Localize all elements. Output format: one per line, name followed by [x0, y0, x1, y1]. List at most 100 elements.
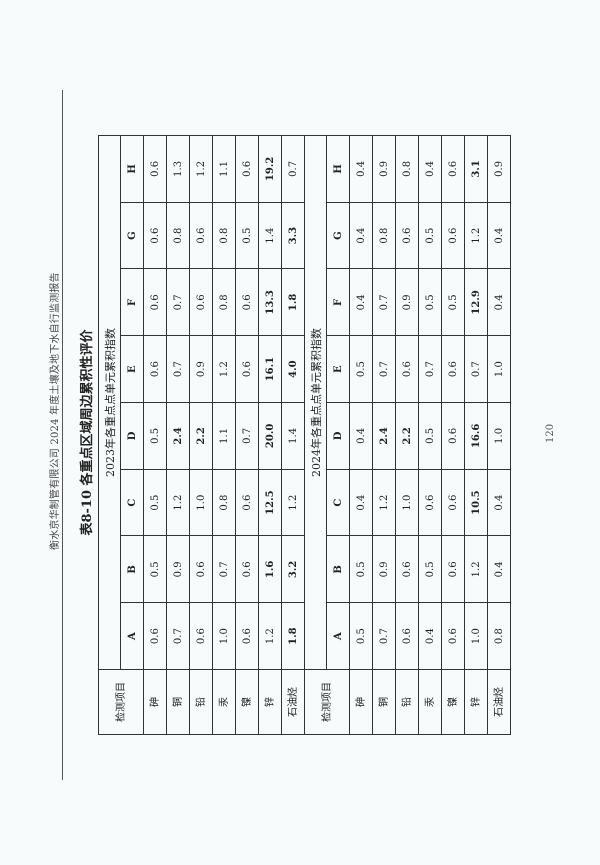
cell-value: 0.6	[441, 202, 465, 269]
cell-value: 0.5	[349, 602, 373, 670]
column-header-G: G	[326, 202, 350, 269]
cell-value: 2.4	[166, 402, 190, 470]
cell-value: 0.5	[235, 202, 259, 269]
cell-value: 1.0	[487, 402, 511, 470]
cell-value: 0.7	[464, 335, 488, 403]
cell-value: 0.8	[212, 202, 236, 269]
cell-value: 1.3	[166, 135, 190, 203]
table-row: 镍 0.6 0.6 0.6 0.6 0.6 0.5 0.6 0.6	[441, 135, 465, 735]
cell-value: 1.2	[189, 135, 213, 203]
cell-value: 0.9	[487, 135, 511, 203]
cell-value: 16.6	[464, 402, 488, 470]
cell-value: 0.7	[418, 335, 442, 403]
cell-value: 0.4	[349, 202, 373, 269]
cell-value: 1.4	[258, 202, 282, 269]
cell-value: 0.9	[372, 536, 396, 603]
cell-value: 0.5	[418, 536, 442, 603]
table-row: 镍 0.6 0.6 0.6 0.7 0.6 0.6 0.5 0.6	[235, 135, 259, 735]
row-item: 铜	[166, 669, 190, 735]
cell-value: 1.2	[212, 335, 236, 403]
table-row: 砷 0.6 0.5 0.5 0.5 0.6 0.6 0.6 0.6	[143, 135, 167, 735]
cell-value: 0.6	[235, 536, 259, 603]
cell-value: 0.6	[235, 469, 259, 536]
cell-value: 0.6	[441, 135, 465, 203]
table-subtitle: 2023年各重点点单元累积指数	[98, 135, 121, 670]
cell-value: 2.4	[372, 402, 396, 470]
cell-value: 0.5	[418, 269, 442, 336]
cell-value: 1.1	[212, 402, 236, 470]
cell-value: 0.6	[235, 269, 259, 336]
row-item: 铅	[189, 669, 213, 735]
cell-value: 1.1	[212, 135, 236, 203]
cell-value: 0.6	[441, 402, 465, 470]
table-row: 汞 0.4 0.5 0.6 0.5 0.7 0.5 0.5 0.4	[418, 135, 442, 735]
cell-value: 0.5	[143, 469, 167, 536]
accumulation-index-table: 检测项目 2023年各重点点单元累积指数 A B C D E F G H 砷 0.6 0.5 0.5 0.5…	[98, 135, 511, 735]
cell-value: 1.8	[281, 602, 305, 670]
cell-value: 0.6	[143, 602, 167, 670]
row-item: 砷	[349, 669, 373, 735]
cell-value: 0.5	[349, 536, 373, 603]
row-item: 砷	[143, 669, 167, 735]
cell-value: 0.6	[235, 135, 259, 203]
cell-value: 0.6	[189, 202, 213, 269]
cell-value: 0.4	[349, 135, 373, 203]
cell-value: 1.2	[464, 202, 488, 269]
table-row: 锌 1.2 1.6 12.5 20.0 16.1 13.3 1.4 19.2	[258, 135, 282, 735]
cell-value: 0.6	[189, 269, 213, 336]
cell-value: 0.6	[395, 335, 419, 403]
cell-value: 3.3	[281, 202, 305, 269]
cell-value: 1.2	[464, 536, 488, 603]
cell-value: 0.6	[143, 269, 167, 336]
cell-value: 1.4	[281, 402, 305, 470]
cell-value: 0.8	[212, 469, 236, 536]
cell-value: 12.5	[258, 469, 282, 536]
cell-value: 0.4	[487, 536, 511, 603]
cell-value: 1.2	[372, 469, 396, 536]
cell-value: 0.9	[395, 269, 419, 336]
table-title: 表8-10 各重点区域周边累积性评价	[80, 329, 95, 536]
table-row: 石油烃 0.8 0.4 0.4 1.0 1.0 0.4 0.4 0.9	[487, 135, 511, 735]
cell-value: 0.9	[166, 536, 190, 603]
table-row: 铜 0.7 0.9 1.2 2.4 0.7 0.7 0.8 1.3	[166, 135, 190, 735]
cell-value: 1.0	[189, 469, 213, 536]
cell-value: 0.5	[143, 402, 167, 470]
cell-value: 1.8	[281, 269, 305, 336]
cell-value: 0.8	[166, 202, 190, 269]
table-row: 铅 0.6 0.6 1.0 2.2 0.9 0.6 0.6 1.2	[189, 135, 213, 735]
cell-value: 0.7	[281, 135, 305, 203]
cell-value: 0.6	[235, 335, 259, 403]
cell-value: 0.8	[212, 269, 236, 336]
cell-value: 16.1	[258, 335, 282, 403]
cell-value: 0.7	[166, 335, 190, 403]
cell-value: 2.2	[189, 402, 213, 470]
cell-value: 1.2	[258, 602, 282, 670]
cell-value: 0.5	[441, 269, 465, 336]
cell-value: 19.2	[258, 135, 282, 203]
row-item: 镍	[441, 669, 465, 735]
column-header-B: B	[326, 536, 350, 603]
cell-value: 0.6	[395, 202, 419, 269]
cell-value: 0.4	[418, 135, 442, 203]
cell-value: 3.1	[464, 135, 488, 203]
column-header-H: H	[120, 135, 144, 203]
cell-value: 0.4	[349, 469, 373, 536]
cell-value: 1.0	[212, 602, 236, 670]
subtitle-row: 检测项目 2023年各重点点单元累积指数	[98, 135, 144, 735]
cell-value: 12.9	[464, 269, 488, 336]
cell-value: 0.5	[143, 536, 167, 603]
row-item: 镍	[235, 669, 259, 735]
cell-value: 20.0	[258, 402, 282, 470]
cell-value: 1.0	[395, 469, 419, 536]
cell-value: 0.6	[395, 602, 419, 670]
cell-value: 0.6	[395, 536, 419, 603]
row-item: 铜	[372, 669, 396, 735]
cell-value: 0.5	[349, 335, 373, 403]
row-item: 铅	[395, 669, 419, 735]
cell-value: 0.7	[212, 536, 236, 603]
table-row: 石油烃 1.8 3.2 1.2 1.4 4.0 1.8 3.3 0.7	[281, 135, 305, 735]
cell-value: 0.6	[441, 335, 465, 403]
cell-value: 1.0	[464, 602, 488, 670]
